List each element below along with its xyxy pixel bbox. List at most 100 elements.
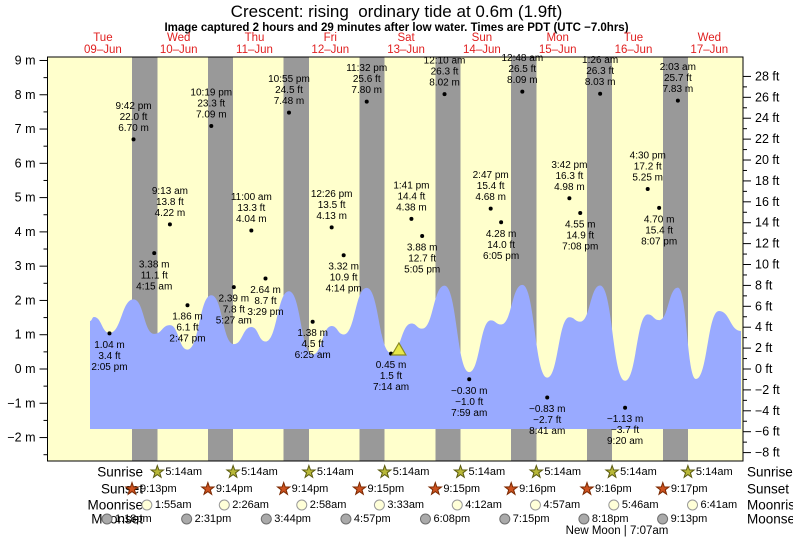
- tide-event-dot: [420, 233, 425, 238]
- tide-event-label-line: 14.0 ft: [487, 240, 515, 251]
- sunset-star-icon: [503, 480, 519, 496]
- tide-event-dot: [209, 123, 214, 128]
- tide-event-label-line: 1:26 am: [582, 55, 618, 66]
- tide-event-label-line: 25.6 ft: [353, 74, 381, 85]
- day-label-dow: Sat: [397, 32, 415, 44]
- sunset-time: 9:13pm: [140, 483, 177, 495]
- sunset-time: 9:14pm: [216, 483, 253, 495]
- feet-axis-label: 14 ft: [755, 216, 780, 230]
- tide-event-label-line: 12.7 ft: [408, 253, 436, 264]
- row-label-moonrise-left: Moonrise: [87, 498, 143, 513]
- sunrise-time: 5:14am: [317, 466, 354, 478]
- meter-axis-label: 0 m: [15, 362, 36, 376]
- plot-frame-layer: [47, 56, 744, 462]
- feet-axis-label: 0 ft: [755, 362, 773, 376]
- tide-event-label-line: 17.2 ft: [634, 162, 662, 173]
- tide-event-label-line: 3.88 m: [407, 242, 438, 253]
- tide-event-label-line: 25.7 ft: [664, 73, 692, 84]
- tide-event-dot: [657, 205, 662, 210]
- moonset-circle-icon: [260, 513, 272, 525]
- sunset-star-icon: [351, 480, 368, 496]
- tide-event-label-line: 7.09 m: [196, 109, 227, 120]
- sunrise-star-icon: [225, 463, 241, 479]
- tide-event-label-line: 2:03 am: [660, 62, 696, 73]
- sunset-time: 9:15pm: [443, 483, 480, 495]
- tide-event-label-line: 8.03 m: [585, 77, 616, 88]
- feet-axis-label: −6 ft: [755, 425, 780, 439]
- feet-axis-label: 28 ft: [755, 69, 780, 83]
- feet-axis-label: 24 ft: [755, 111, 780, 125]
- tide-event-label-line: 4.38 m: [396, 202, 427, 213]
- tide-event-dot: [286, 110, 291, 115]
- tide-event-dot: [578, 211, 583, 216]
- meter-axis-label: −1 m: [7, 396, 35, 410]
- tide-event-label-line: 11:00 am: [231, 192, 272, 203]
- tide-event-dot: [167, 222, 172, 227]
- day-label-dow: Sun: [472, 32, 492, 44]
- tide-event-label-line: 22.0 ft: [120, 112, 148, 123]
- tide-event-label-line: 7:59 am: [451, 408, 487, 419]
- sun-moon-rows-layer: Sunrise Sunrise 5:14am 5:14am 5:14am 5:14am 5:…: [87, 463, 793, 537]
- meter-axis-label: 4 m: [15, 225, 36, 239]
- tide-event-label-line: 1.86 m: [172, 312, 203, 323]
- tide-event-label-line: 5.25 m: [632, 173, 663, 184]
- tide-event-label-line: 8:07 pm: [641, 236, 677, 247]
- tide-event-label-line: 1.38 m: [297, 328, 328, 339]
- moonset-time: 3:44pm: [274, 513, 311, 525]
- tide-event-label-line: 15.4 ft: [477, 181, 505, 192]
- tide-event-label-line: 10.9 ft: [330, 273, 358, 284]
- moonrise-time: 2:58am: [310, 499, 347, 511]
- tide-event-label-line: 3.4 ft: [98, 351, 120, 362]
- moonrise-circle-icon: [373, 499, 385, 511]
- axes-layer: 9 m 8 m 7 m 6 m 5 m 4 m 3 m 2 m 1 m 0 m −1 m −2 m 28…: [7, 53, 780, 459]
- tide-event-label-line: 4.13 m: [316, 211, 347, 222]
- tide-event-label-line: 2.39 m: [219, 294, 250, 305]
- sunrise-star-icon: [301, 463, 317, 479]
- moonrise-time: 2:26am: [232, 499, 269, 511]
- tide-event-label-line: 9:42 pm: [115, 101, 151, 112]
- feet-axis-label: 20 ft: [755, 153, 780, 167]
- tide-event-label-line: 4.98 m: [554, 182, 585, 193]
- moonrise-circle-icon: [296, 499, 308, 511]
- tide-event-label-line: 11:32 pm: [346, 63, 387, 74]
- meter-axis-label: 5 m: [15, 191, 36, 205]
- sunset-time: 9:16pm: [519, 483, 556, 495]
- sunrise-time: 5:14am: [696, 466, 733, 478]
- tide-event-label-line: 3.38 m: [139, 260, 170, 271]
- tide-event-label-line: 26.3 ft: [586, 66, 614, 77]
- feet-axis-label: 4 ft: [755, 320, 773, 334]
- tide-event-label-line: 10:19 pm: [190, 87, 232, 98]
- tide-event-label-line: 4:30 pm: [630, 151, 666, 162]
- tide-event-label-line: 14.4 ft: [398, 191, 426, 202]
- tide-event-label-line: 16.3 ft: [555, 171, 583, 182]
- sunset-star-icon: [200, 480, 216, 496]
- feet-axis-label: 2 ft: [755, 341, 773, 355]
- tide-event-dot: [231, 285, 236, 290]
- moonrise-time: 6:41am: [701, 499, 738, 511]
- tide-event-label-line: −1.13 m: [607, 414, 643, 425]
- tide-event-label-line: 13.3 ft: [237, 203, 265, 214]
- current-tide-marker-layer: [390, 341, 407, 356]
- tide-event-dot: [310, 319, 315, 324]
- tide-event-dot: [152, 251, 157, 256]
- sunset-time: 9:17pm: [671, 483, 708, 495]
- tide-event-label-line: −3.7 ft: [611, 425, 639, 436]
- sunrise-star-icon: [604, 463, 620, 479]
- moonset-time: 6:08pm: [433, 513, 470, 525]
- tide-event-label-line: 3.32 m: [328, 262, 359, 273]
- day-label-date: 10–Jun: [160, 44, 198, 56]
- meter-axis-label: 2 m: [15, 293, 36, 307]
- tide-event-label-line: 4.04 m: [236, 214, 267, 225]
- row-label-sunset-right: Sunset: [747, 482, 789, 497]
- sunset-time: 9:16pm: [595, 483, 632, 495]
- tide-event-dot: [520, 89, 525, 94]
- day-label-date: 14–Jun: [463, 44, 501, 56]
- tide-event-dot: [329, 225, 334, 230]
- tide-event-label-line: 26.3 ft: [431, 67, 459, 78]
- moonrise-circle-icon: [687, 499, 699, 511]
- tide-event-dot: [442, 92, 447, 97]
- moonset-circle-icon: [499, 513, 511, 525]
- tide-event-label-line: 6:25 am: [295, 350, 331, 361]
- moonset-time: 1:18pm: [115, 513, 152, 525]
